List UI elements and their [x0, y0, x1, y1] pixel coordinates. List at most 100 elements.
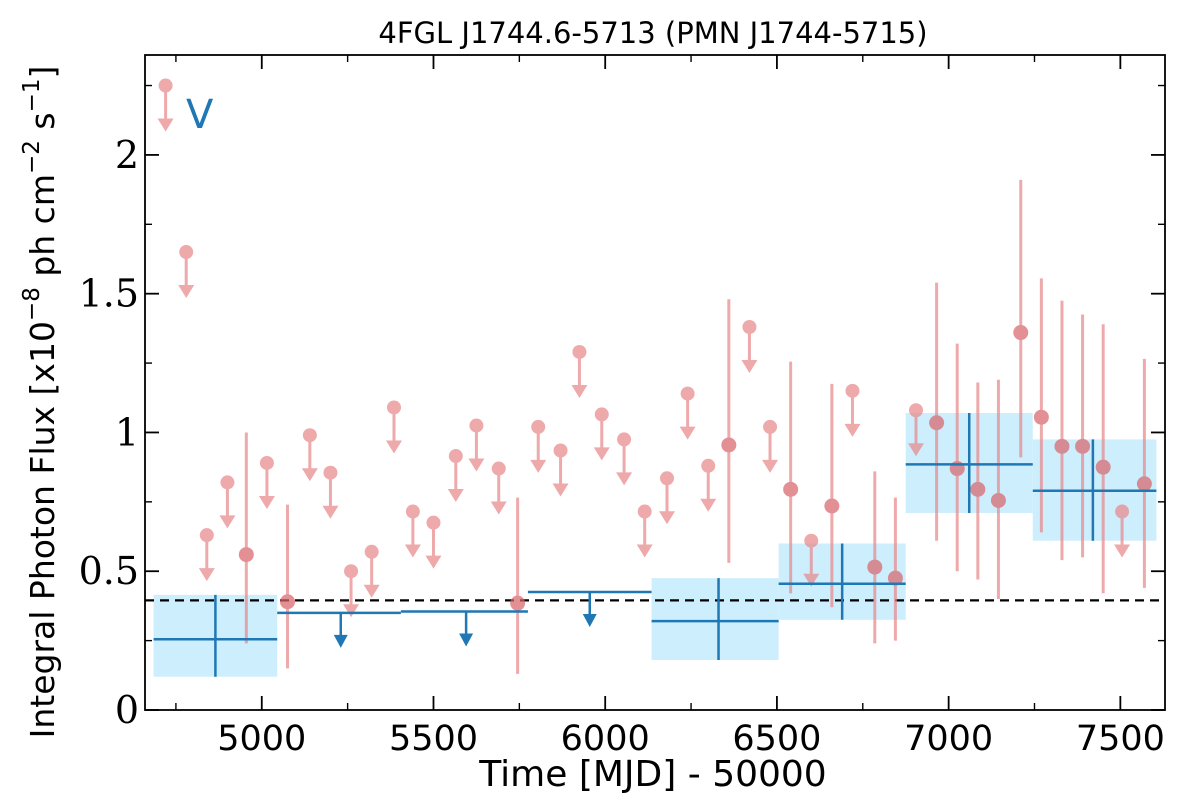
detection-marker: [510, 595, 526, 611]
y-axis-label-part4: ]: [23, 66, 62, 79]
upper-limit-arrowhead: [741, 359, 758, 373]
upper-limit-point-17: [571, 344, 588, 398]
detection-point-1: [280, 504, 296, 669]
upper-limit-point-20: [636, 504, 653, 558]
upper-limit-marker: [426, 515, 441, 530]
upper-limit-arrowhead: [490, 501, 507, 515]
upper-limit-point-21: [659, 471, 676, 525]
plot-area: [145, 78, 1165, 677]
upper-limit-arrowhead: [762, 459, 779, 473]
detection-marker: [238, 547, 254, 563]
upper-limit-marker: [617, 432, 632, 447]
upper-limit-point-7: [343, 564, 360, 618]
upper-limit-arrowhead: [425, 555, 442, 569]
upper-limit-arrowhead: [343, 604, 360, 618]
detection-point-15: [1075, 314, 1091, 558]
upper-limit-arrowhead: [803, 573, 820, 587]
long-bin-upper-limit-1: [400, 610, 528, 647]
upper-limit-marker: [742, 319, 757, 334]
upper-limit-marker: [909, 403, 924, 418]
upper-limit-marker: [302, 428, 317, 443]
y-axis-label-exp3: −1: [19, 79, 45, 113]
upper-limit-arrowhead: [571, 384, 588, 398]
y-axis-label-exp2: −2: [19, 140, 45, 174]
upper-limit-marker: [179, 245, 194, 260]
upper-limit-point-23: [700, 458, 717, 512]
y-axis-label-part1: Integral Photon Flux [x10: [23, 321, 62, 738]
detection-point-17: [1136, 358, 1152, 588]
upper-limit-point-16: [552, 443, 569, 497]
y-tick-label: 0.5: [79, 549, 139, 593]
upper-limit-marker: [364, 544, 379, 559]
upper-limit-arrowhead: [363, 584, 380, 598]
y-axis-label: Integral Photon Flux [x10−8 ph cm−2 s−1]: [19, 66, 62, 739]
upper-limit-marker: [531, 419, 546, 434]
upper-limit-point-13: [468, 418, 485, 472]
upper-limit-point-24: [741, 319, 758, 373]
x-axis-label: Time [MJD] - 50000: [478, 754, 826, 795]
upper-limit-point-25: [762, 419, 779, 473]
detection-marker: [929, 415, 945, 431]
detection-point-4: [783, 361, 799, 594]
upper-limit-marker: [845, 383, 860, 398]
upper-limit-marker: [804, 533, 819, 548]
y-tick-label: 2: [115, 133, 139, 177]
upper-limit-point-29: [1114, 504, 1131, 558]
upper-limit-point-15: [530, 419, 547, 473]
upper-limit-arrowhead: [659, 511, 676, 525]
upper-limit-marker: [594, 407, 609, 422]
upper-limit-arrowhead: [636, 544, 653, 558]
detection-marker: [824, 498, 840, 514]
detection-marker: [1136, 476, 1152, 492]
plot-frame: [144, 54, 1166, 711]
long-bin-upper-limit-0: [277, 611, 401, 648]
upper-limit-arrowhead: [447, 489, 464, 503]
detection-marker: [783, 481, 799, 497]
upper-limit-marker: [469, 418, 484, 433]
long-bin-band-1: [651, 578, 779, 661]
upper-limit-point-5: [301, 428, 318, 482]
upper-limit-point-19: [616, 432, 633, 486]
detection-point-10: [970, 382, 986, 580]
upper-limit-arrowhead: [385, 440, 402, 454]
upper-limit-marker: [491, 461, 506, 476]
x-tick-label: 5500: [389, 719, 478, 759]
y-axis-label-part3: s: [23, 112, 62, 140]
upper-limit-marker: [323, 465, 338, 480]
upper-limit-marker: [701, 458, 716, 473]
y-axis-label-exp1: −8: [19, 287, 45, 321]
upper-limit-marker: [344, 564, 359, 579]
detection-point-12: [1013, 179, 1029, 458]
detection-marker: [1033, 409, 1049, 425]
upper-limit-marker: [386, 400, 401, 415]
long-bin-detection-4: [1032, 439, 1157, 541]
long-bin-detection-2: [778, 543, 906, 620]
detection-point-16: [1095, 324, 1111, 594]
upper-limit-marker: [763, 419, 778, 434]
upper-limit-arrowhead: [530, 459, 547, 473]
detection-point-6: [867, 471, 883, 644]
y-tick-label: 1: [115, 410, 139, 454]
upper-limit-marker: [158, 78, 173, 93]
upper-limit-arrowhead: [258, 495, 275, 509]
x-tick-label: 6500: [732, 719, 821, 759]
upper-limit-arrowhead: [198, 568, 215, 582]
upper-limit-point-22: [679, 386, 696, 440]
upper-limit-arrowhead: [301, 468, 318, 482]
upper-limit-point-6: [322, 465, 339, 519]
upper-limit-arrowhead: [322, 505, 339, 519]
upper-limit-point-26: [803, 533, 820, 587]
detection-point-5: [824, 383, 840, 608]
chart-title: 4FGL J1744.6-5713 (PMN J1744-5715): [378, 16, 927, 50]
x-tick-label: 6000: [561, 719, 650, 759]
axes: 5000 5500 6000 6500 7000 7500 0 0.5 1 1.5 2: [79, 54, 1166, 759]
upper-limit-arrowhead: [178, 285, 195, 299]
long-bin-detection-3: [905, 413, 1033, 513]
upper-limit-marker: [199, 528, 214, 543]
upper-limit-point-4: [258, 455, 275, 509]
upper-limit-marker: [637, 504, 652, 519]
upper-limit-arrowhead: [679, 426, 696, 440]
x-tick-label: 5000: [217, 719, 306, 759]
detection-marker: [1075, 438, 1091, 454]
x-tick-label: 7500: [1076, 719, 1165, 759]
